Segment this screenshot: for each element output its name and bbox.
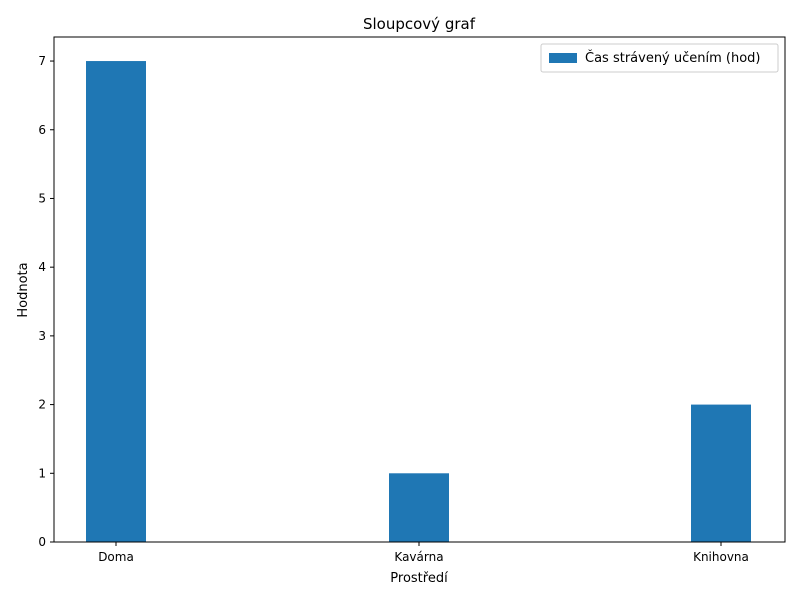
- y-tick-label: 4: [38, 260, 46, 274]
- bar-kavárna: [389, 473, 449, 542]
- y-tick-label: 3: [38, 329, 46, 343]
- y-axis-ticks: 0 1 2 3 4 5 6 7: [38, 54, 54, 549]
- x-tick-label: Kavárna: [394, 550, 443, 564]
- y-tick-label: 7: [38, 54, 46, 68]
- legend-box: [540, 43, 779, 73]
- x-axis-label: Prostředí: [390, 571, 448, 586]
- y-tick-label: 5: [38, 191, 46, 205]
- x-tick-label: Doma: [98, 550, 134, 564]
- y-tick-label: 6: [38, 123, 46, 137]
- y-tick-label: 2: [38, 398, 46, 412]
- legend-label: Čas strávený učením (hod): [585, 50, 761, 66]
- legend: Čas strávený učením (hod): [540, 43, 779, 73]
- x-tick-label: Knihovna: [693, 550, 749, 564]
- bar-doma: [86, 61, 146, 543]
- bars-group: [86, 61, 751, 543]
- legend-swatch: [549, 53, 577, 63]
- x-axis-ticks: Doma Kavárna Knihovna: [98, 542, 749, 564]
- plot-frame: [53, 36, 786, 543]
- y-tick-label: 1: [38, 466, 46, 480]
- y-tick-label: 0: [38, 535, 46, 549]
- y-axis-label: Hodnota: [16, 262, 31, 317]
- bar-knihovna: [691, 404, 751, 542]
- chart-title: Sloupcový graf: [363, 15, 476, 33]
